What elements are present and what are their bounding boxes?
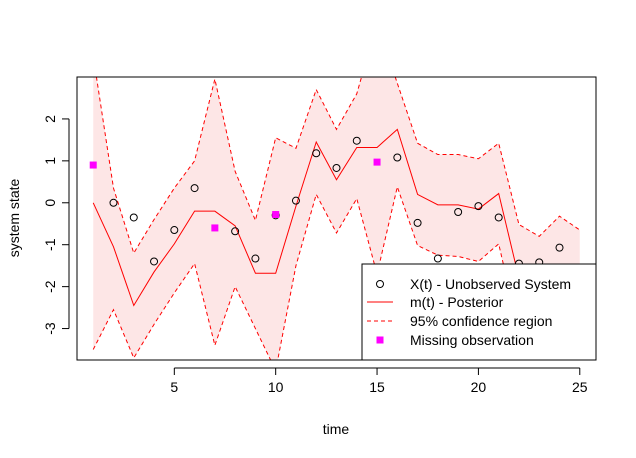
unobserved-point [393,153,402,162]
y-tick-label: 2 [42,115,58,123]
confidence-band-fill [93,77,580,360]
unobserved-point [170,226,179,235]
confidence-band-layer [93,77,580,360]
x-tick-label: 25 [572,379,588,395]
legend-box [361,263,597,361]
legend-label-unobserved: X(t) - Unobserved System [410,276,571,292]
unobserved-point [352,136,361,145]
confidence-lower-line [92,185,581,360]
legend-label-confidence: 95% confidence region [410,313,552,329]
unobserved-point [251,254,260,263]
legend-label-posterior: m(t) - Posterior [410,294,504,310]
unobserved-point [312,149,321,158]
legend-label-missing: Missing observation [410,332,534,348]
unobserved-point [231,227,240,236]
unobserved-point [413,218,422,227]
unobserved-point [332,163,341,172]
missing-observation-point [89,161,97,169]
unobserved-point [494,213,503,222]
y-tick-label: -3 [42,322,58,335]
unobserved-point [454,208,463,217]
unobserved-point [190,184,199,193]
unobserved-point [433,254,442,263]
unobserved-point [129,213,138,222]
unobserved-point [291,196,300,205]
unobserved-point [555,243,564,252]
missing-observation-point [373,158,381,166]
missing-observation-point [211,224,219,232]
y-axis-title: system state [6,179,22,258]
x-axis: 5 10 15 20 25 [170,367,588,395]
legend-circle-icon [376,280,384,288]
y-tick-label: 0 [42,199,58,207]
legend: X(t) - Unobserved System m(t) - Posterio… [361,263,597,361]
y-tick-label: 1 [42,157,58,165]
posterior-mean-line [92,128,581,307]
x-tick-label: 5 [170,379,178,395]
plot-frame [76,76,597,361]
x-axis-title: time [323,421,350,437]
x-tick-label: 15 [369,379,385,395]
series-point-layer [89,136,564,268]
series-line-layer [92,77,581,360]
unobserved-point [109,198,118,207]
y-tick-label: -1 [42,238,58,251]
y-tick-label: -2 [42,280,58,293]
x-tick-label: 20 [471,379,487,395]
x-tick-label: 10 [268,379,284,395]
legend-square-icon [376,336,384,344]
missing-observation-point [272,211,280,219]
y-axis: -3 -2 -1 0 1 2 [42,115,70,335]
unobserved-point [474,202,483,211]
confidence-upper-line [95,77,581,255]
unobserved-point [150,257,159,266]
